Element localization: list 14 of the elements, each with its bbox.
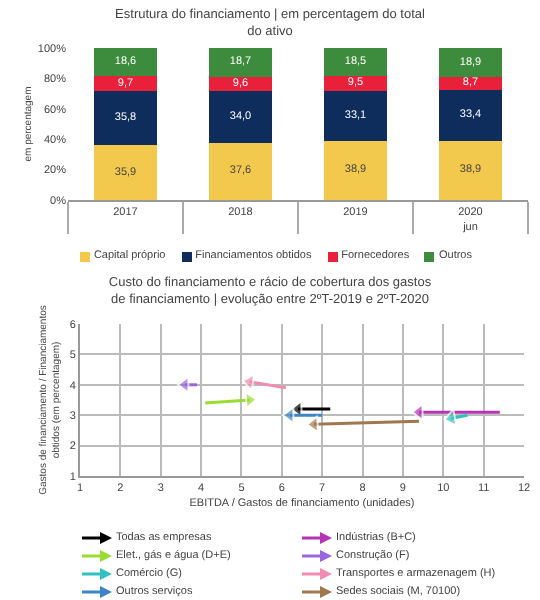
bar — [323, 140, 388, 200]
bar — [323, 48, 388, 77]
bar — [438, 140, 503, 200]
bar — [93, 91, 158, 146]
bar — [323, 76, 388, 91]
bar — [93, 48, 158, 77]
bar — [208, 142, 273, 200]
bar — [323, 90, 388, 141]
bar — [93, 76, 158, 92]
bar — [438, 90, 503, 141]
bar — [208, 48, 273, 77]
bar — [438, 48, 503, 77]
bar — [93, 145, 158, 200]
bar — [208, 91, 273, 143]
